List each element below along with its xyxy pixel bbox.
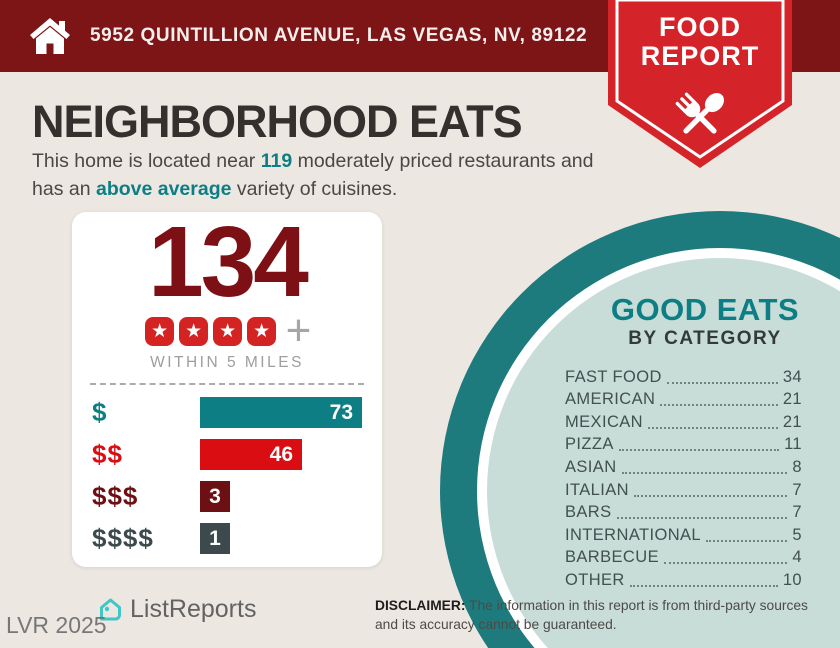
price-tier-value: 1 [209,526,221,550]
page-title: NEIGHBORHOOD EATS [32,96,523,147]
category-count: 21 [782,412,802,431]
category-count: 7 [792,503,802,522]
intro-part2: moderately priced restaurants and has an [32,150,594,200]
disclaimer-text: The information in this report is from t… [375,598,808,633]
disclaimer: DISCLAIMER: The information in this repo… [375,596,815,635]
star-icon: ★ [179,316,209,346]
star-icon: ★ [247,316,277,346]
category-name: ASIAN [565,457,617,476]
category-row: FAST FOOD 34 [565,364,802,387]
category-row: BARS 7 [565,500,802,523]
disclaimer-label: DISCLAIMER: [375,598,466,613]
badge-line1: FOOD [659,12,741,42]
category-count: 4 [792,548,802,567]
intro-part1: This home is located near [32,150,261,172]
dotted-leader [633,494,788,497]
category-name: MEXICAN [565,412,643,431]
intro-text: This home is located near 119 moderately… [32,148,610,203]
price-tier-bar: 46 [200,439,302,470]
price-tier-bar: 73 [200,397,362,428]
property-address: 5952 QUINTILLION AVENUE, LAS VEGAS, NV, … [90,25,588,46]
category-count: 21 [782,390,802,409]
category-name: OTHER [565,570,625,589]
restaurant-count: 119 [260,150,293,172]
category-row: MEXICAN 21 [565,409,802,432]
category-list: FAST FOOD 34 AMERICAN 21 MEXICAN 21 PIZZA 11 ASI… [565,364,802,590]
ribbon-shape [608,0,792,168]
category-name: ITALIAN [565,480,629,499]
price-tier-value: 3 [209,484,221,508]
price-tier-bar: 1 [200,523,230,554]
price-tier-row: $$$ 3 [92,481,364,512]
plus-sign: + [285,306,312,355]
food-report-badge: FOOD REPORT [608,0,792,172]
good-eats-title: GOOD EATS [610,292,800,327]
category-count: 11 [784,435,802,454]
price-tier-label: $$$ [92,481,139,511]
dotted-leader [629,584,778,587]
category-name: BARS [565,503,612,522]
category-name: AMERICAN [565,390,656,409]
category-count: 5 [792,525,802,544]
category-row: INTERNATIONAL 5 [565,522,802,545]
dotted-leader [706,539,788,542]
star-rating: ★ ★ ★ ★ + [72,306,382,355]
star-icon: ★ [213,316,243,346]
spoon-fork-icon [675,92,724,134]
price-tier-label: $$ [92,439,123,469]
category-row: ITALIAN 7 [565,477,802,500]
category-count: 7 [792,480,802,499]
brand-name: ListReports [130,595,257,623]
dotted-leader [663,562,788,565]
price-tier-label: $$$$ [92,523,154,553]
dotted-leader [647,426,778,429]
category-count: 34 [782,367,802,386]
star-icon: ★ [145,316,175,346]
price-tier-bar: 3 [200,481,230,512]
good-eats-subtitle: BY CATEGORY [628,328,782,349]
category-name: INTERNATIONAL [565,525,701,544]
summary-card: 134 ★ ★ ★ ★ + WITHIN 5 MILES $73 $$ 46 $$$ 3 $$$… [72,212,382,567]
price-tier-chart: $73 $$ 46 $$$ 3 $$$$ 1 [92,397,364,565]
total-restaurants: 134 [148,206,309,318]
intro-part3: variety of cuisines. [231,177,398,200]
dotted-leader [666,381,778,384]
variety-highlight: above average [95,177,232,200]
category-row: PIZZA 11 [565,432,802,455]
badge-title: FOOD REPORT [608,12,792,72]
price-tier-row: $$ 46 [92,439,364,470]
category-name: FAST FOOD [565,367,662,386]
category-count: 8 [792,457,802,476]
dashed-divider [90,383,364,385]
watermark: LVR 2025 [6,612,107,638]
radius-caption: WITHIN 5 MILES [150,354,304,371]
price-tier-value: 46 [269,442,293,466]
listreports-house-icon [100,598,121,621]
home-icon [30,18,70,54]
price-tier-label: $ [92,397,108,427]
listreports-logo: ListReports [97,595,256,624]
category-row: ASIAN 8 [565,454,802,477]
category-row: OTHER 10 [565,567,802,590]
category-row: BARBECUE 4 [565,545,802,568]
price-tier-row: $73 [92,397,364,428]
star-badges: ★ ★ ★ ★ [143,316,279,346]
price-tier-value: 73 [329,400,353,424]
dotted-leader [618,449,780,452]
dotted-leader [616,517,788,520]
badge-line2: REPORT [640,41,760,72]
price-tier-row: $$$$ 1 [92,523,364,554]
category-row: AMERICAN 21 [565,387,802,410]
category-name: PIZZA [565,435,614,454]
dotted-leader [660,404,778,407]
dotted-leader [621,471,788,474]
category-count: 10 [782,570,802,589]
category-name: BARBECUE [565,548,659,567]
